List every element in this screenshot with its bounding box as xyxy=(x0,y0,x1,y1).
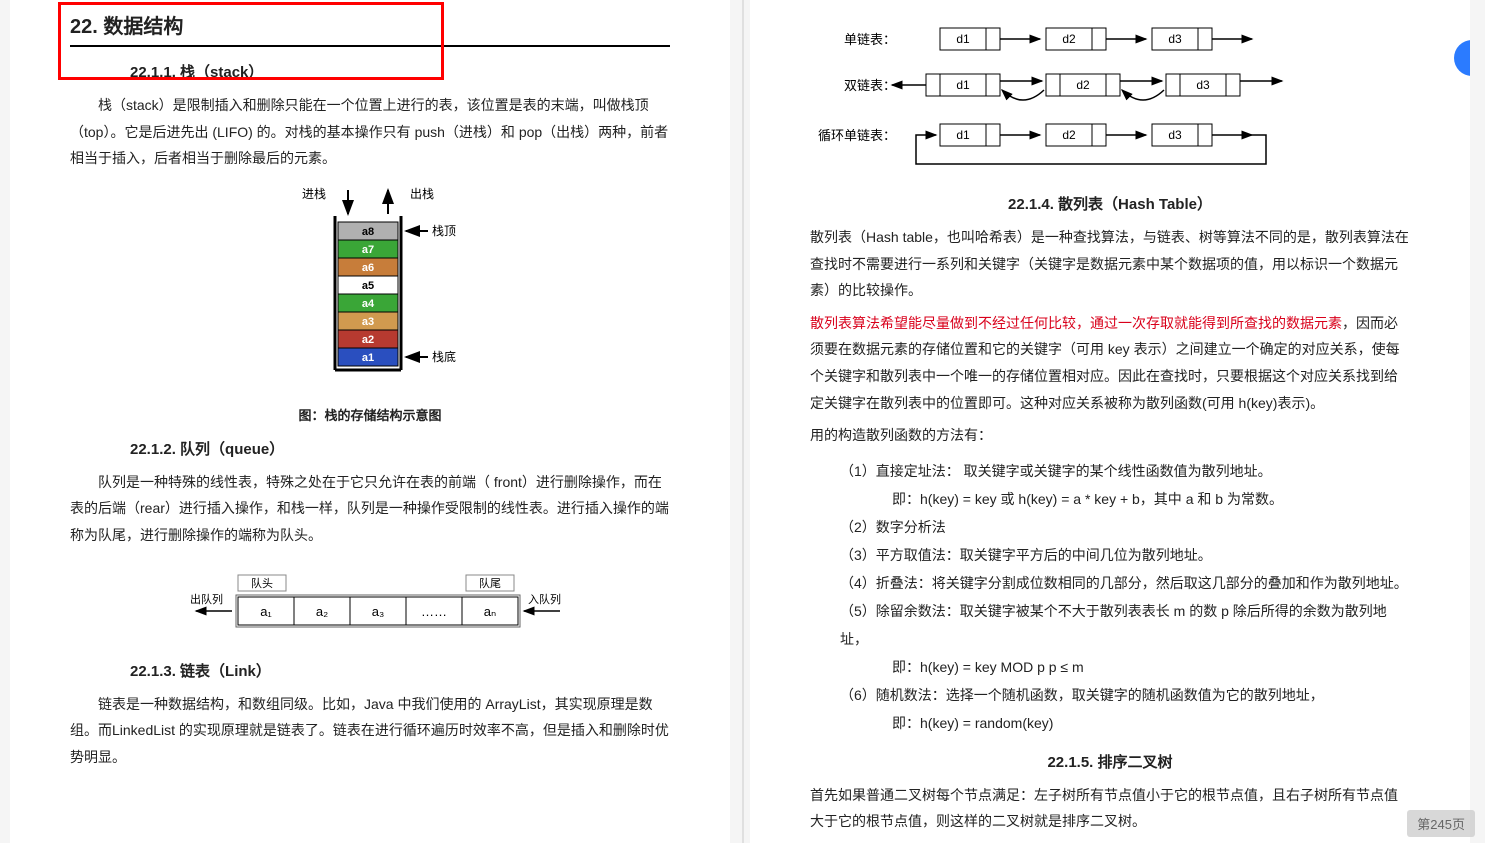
page-divider xyxy=(742,0,744,843)
section-2-title: 22.1.2. 队列（queue） xyxy=(130,438,670,459)
stack-diagram: a8 a7 a6 a5 a4 a3 a2 a1 进栈 出栈栈顶栈底 xyxy=(70,184,670,397)
section-5-p1: 首先如果普通二叉树每个节点满足：左子树所有节点值小于它的根节点值，且右子树所有节… xyxy=(810,782,1410,835)
svg-text:循环单链表：: 循环单链表： xyxy=(818,128,896,143)
section-3-title: 22.1.3. 链表（Link） xyxy=(130,660,670,681)
svg-text:进栈: 进栈 xyxy=(302,186,326,201)
svg-text:单链表：: 单链表： xyxy=(844,32,896,47)
method-4: （4）折叠法：将关键字分割成位数相同的几部分，然后取这几部分的叠加和作为散列地址… xyxy=(840,569,1410,597)
svg-text:d1: d1 xyxy=(956,78,970,92)
section-4-p2: 散列表算法希望能尽量做到不经过任何比较，通过一次存取就能得到所查找的数据元素，因… xyxy=(810,310,1410,416)
section-4-title: 22.1.4. 散列表（Hash Table） xyxy=(810,193,1410,214)
method-1: （1）直接定址法： 取关键字或关键字的某个线性函数值为散列地址。 xyxy=(840,457,1410,485)
svg-text:a5: a5 xyxy=(362,280,374,292)
side-badge xyxy=(1454,40,1470,76)
svg-text:d1: d1 xyxy=(956,32,970,46)
page-right: 单链表： d1 d2 d3 双链表： d1 d2 d3 循环单链表： d1 d2 d3 22.1.4.… xyxy=(750,0,1470,843)
svg-text:出栈: 出栈 xyxy=(410,186,434,201)
svg-text:a8: a8 xyxy=(362,226,374,238)
section-4-p1: 散列表（Hash table，也叫哈希表）是一种查找算法，与链表、树等算法不同的… xyxy=(810,224,1410,304)
svg-text:a4: a4 xyxy=(362,298,375,310)
svg-text:a2: a2 xyxy=(362,334,374,346)
method-3: （3）平方取值法：取关键字平方后的中间几位为散列地址。 xyxy=(840,541,1410,569)
svg-text:a3: a3 xyxy=(362,316,374,328)
section-3-paragraph: 链表是一种数据结构，和数组同级。比如，Java 中我们使用的 ArrayList… xyxy=(70,691,670,771)
method-6-sub: 即：h(key) = random(key) xyxy=(892,709,1410,737)
svg-text:队头: 队头 xyxy=(251,576,273,590)
svg-text:入队列: 入队列 xyxy=(528,592,561,606)
svg-text:d1: d1 xyxy=(956,128,970,142)
queue-diagram: a₁ a₂ a₃ …… aₙ 队头 队尾出队列 入队列 xyxy=(70,563,670,646)
svg-text:栈顶: 栈顶 xyxy=(432,223,456,238)
svg-text:a₁: a₁ xyxy=(260,604,272,619)
section-4-p3: 用的构造散列函数的方法有： xyxy=(810,422,1410,449)
method-5: （5）除留余数法：取关键字被某个不大于散列表表长 m 的数 p 除后所得的余数为… xyxy=(840,597,1410,653)
method-5-sub: 即：h(key) = key MOD p p ≤ m xyxy=(892,653,1410,681)
section-1-title: 22.1.1. 栈（stack） xyxy=(130,61,670,82)
svg-text:队尾: 队尾 xyxy=(479,576,501,590)
method-6: （6）随机数法：选择一个随机函数，取关键字的随机函数值为它的散列地址， xyxy=(840,681,1410,709)
svg-text:a₂: a₂ xyxy=(316,604,328,619)
section-1-paragraph: 栈（stack）是限制插入和删除只能在一个位置上进行的表，该位置是表的末端，叫做… xyxy=(70,92,670,172)
linked-list-diagrams: 单链表： d1 d2 d3 双链表： d1 d2 d3 循环单链表： d1 d2 d3 xyxy=(810,16,1410,179)
method-2: （2）数字分析法 xyxy=(840,513,1410,541)
page-number-badge: 第245页 xyxy=(1407,810,1475,837)
svg-text:d2: d2 xyxy=(1062,32,1076,46)
svg-text:双链表：: 双链表： xyxy=(844,78,896,93)
section-4-p2-red: 散列表算法希望能尽量做到不经过任何比较，通过一次存取就能得到所查找的数据元素 xyxy=(810,315,1342,331)
chapter-title: 22. 数据结构 xyxy=(70,10,670,47)
svg-text:d3: d3 xyxy=(1168,128,1182,142)
method-1-sub: 即：h(key) = key 或 h(key) = a * key + b，其中… xyxy=(892,485,1410,513)
svg-text:出队列: 出队列 xyxy=(190,592,223,606)
section-5-title: 22.1.5. 排序二叉树 xyxy=(810,751,1410,772)
svg-text:……: …… xyxy=(421,604,447,619)
svg-text:d3: d3 xyxy=(1196,78,1210,92)
svg-text:aₙ: aₙ xyxy=(484,604,496,619)
svg-text:a1: a1 xyxy=(362,352,374,364)
hash-methods-list: （1）直接定址法： 取关键字或关键字的某个线性函数值为散列地址。 即：h(key… xyxy=(840,457,1410,737)
svg-text:a7: a7 xyxy=(362,244,374,256)
svg-text:d2: d2 xyxy=(1062,128,1076,142)
stack-caption: 图：栈的存储结构示意图 xyxy=(70,405,670,424)
svg-text:a6: a6 xyxy=(362,262,374,274)
svg-text:d2: d2 xyxy=(1076,78,1090,92)
svg-text:d3: d3 xyxy=(1168,32,1182,46)
section-2-paragraph: 队列是一种特殊的线性表，特殊之处在于它只允许在表的前端（ front）进行删除操… xyxy=(70,469,670,549)
svg-text:a₃: a₃ xyxy=(372,604,385,619)
page-left: 22. 数据结构 22.1.1. 栈（stack） 栈（stack）是限制插入和… xyxy=(10,0,730,843)
svg-text:栈底: 栈底 xyxy=(432,349,456,364)
